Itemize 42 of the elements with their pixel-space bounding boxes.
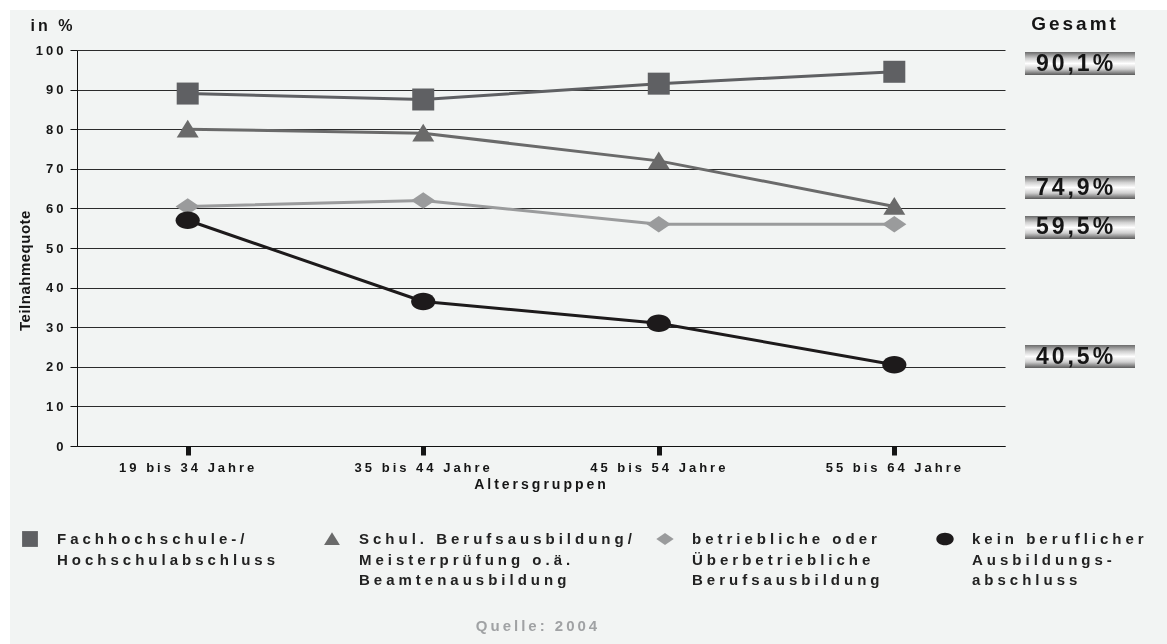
y-tick-label: 50: [46, 240, 67, 256]
x-tick-label: 19 bis 34 Jahre: [119, 459, 258, 475]
y-tick-label: 60: [46, 200, 67, 216]
point: [411, 292, 436, 311]
point: [646, 215, 671, 233]
point: [176, 119, 199, 138]
point: [882, 356, 907, 374]
source-note: Quelle: 2004: [475, 617, 601, 634]
legend-label: betriebliche oder Überbetriebliche Berufsausbildung: [692, 530, 884, 588]
text: 40,5%: [1035, 342, 1117, 369]
point: [176, 82, 199, 105]
y-tick-label: 0: [56, 438, 67, 454]
point: [175, 211, 200, 230]
point: [412, 88, 435, 111]
y-tick-label: 90: [46, 82, 67, 98]
legend-label: kein beruflicher Ausbildungs- abschluss: [972, 530, 1148, 588]
y-tick-label: 40: [46, 280, 67, 296]
y-tick-label: 20: [46, 359, 67, 375]
text: 90,1%: [1035, 49, 1117, 76]
x-axis-title: Altersgruppen: [474, 475, 609, 492]
text: 59,5%: [1035, 213, 1117, 240]
y-axis-title: Teilnahmequote: [15, 210, 33, 331]
point: [883, 60, 906, 83]
point: [646, 314, 671, 333]
legend-label: Schul. Berufsausbildung/ Meisterprüfung o.ä. Beamtenausbildung: [359, 530, 636, 588]
text: Gesamt: [1031, 13, 1119, 34]
y-tick-label: 10: [46, 398, 67, 414]
text: 74,9%: [1035, 173, 1117, 200]
y-tick-label: 30: [46, 319, 67, 335]
point: [647, 151, 670, 170]
y-tick-label: 80: [46, 121, 67, 137]
point: [883, 197, 906, 215]
x-tick-label: 35 bis 44 Jahre: [354, 459, 493, 475]
x-tick-label: 55 bis 64 Jahre: [825, 459, 964, 475]
text: in %: [30, 17, 76, 34]
point: [647, 72, 670, 95]
y-tick-label: 70: [46, 161, 67, 177]
point: [412, 123, 435, 142]
y-tick-label: 100: [35, 42, 67, 58]
legend-label: Fachhochschule-/ Hochschulabschluss: [57, 530, 280, 568]
point: [882, 215, 907, 233]
x-tick-label: 45 bis 54 Jahre: [590, 459, 729, 475]
